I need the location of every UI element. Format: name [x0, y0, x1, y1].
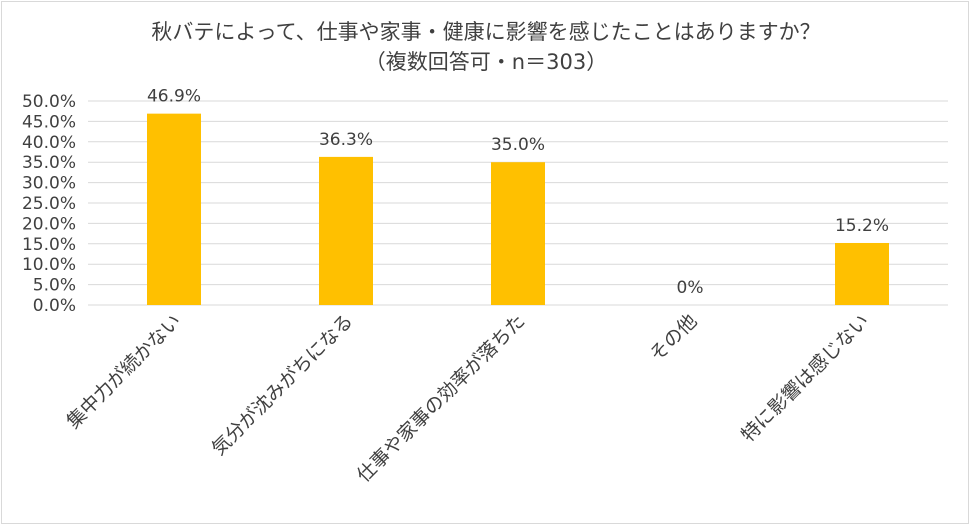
category-label: 特に影響は感じない: [737, 310, 873, 446]
y-axis-ticks: 0.0%5.0%10.0%15.0%20.0%25.0%30.0%35.0%40…: [22, 92, 76, 316]
bar: [491, 162, 545, 305]
bar: [147, 113, 201, 305]
data-labels: 46.9% 36.3% 35.0% 0% 15.2%: [147, 87, 889, 298]
bar: [835, 242, 889, 305]
data-label: 36.3%: [319, 130, 373, 150]
category-label: 気分が沈みがちになる: [208, 310, 358, 460]
category-label: 集中力が続かない: [62, 310, 185, 433]
y-tick-label: 40.0%: [22, 133, 76, 153]
y-tick-label: 0.0%: [33, 296, 76, 316]
y-tick-label: 10.0%: [22, 255, 76, 275]
bars: [147, 113, 889, 305]
category-label: その他: [646, 310, 702, 366]
chart-subtitle: （複数回答可・n＝303）: [364, 50, 608, 74]
y-tick-label: 35.0%: [22, 153, 76, 173]
bar: [319, 156, 373, 305]
data-label: 0%: [677, 278, 704, 298]
data-label: 46.9%: [147, 87, 201, 107]
y-tick-label: 15.0%: [22, 235, 76, 255]
y-tick-label: 5.0%: [33, 276, 76, 296]
y-tick-label: 50.0%: [22, 92, 76, 112]
data-label: 15.2%: [835, 216, 889, 236]
category-label: 仕事や家事の効率が落ちた: [353, 310, 530, 487]
y-tick-label: 45.0%: [22, 112, 76, 132]
data-label: 35.0%: [491, 135, 545, 155]
y-tick-label: 25.0%: [22, 194, 76, 214]
chart-title: 秋バテによって、仕事や家事・健康に影響を感じたことはありますか？: [151, 20, 821, 44]
y-tick-label: 30.0%: [22, 174, 76, 194]
y-tick-label: 20.0%: [22, 214, 76, 234]
